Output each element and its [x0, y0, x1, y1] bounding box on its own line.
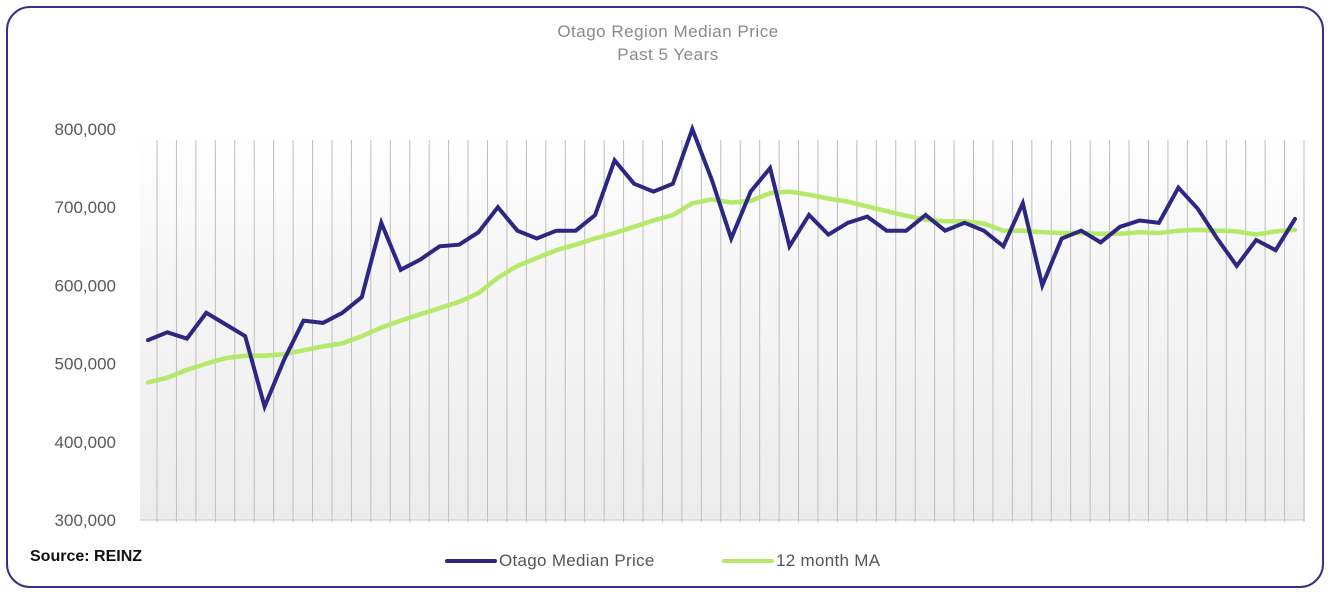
legend-label-ma: 12 month MA: [776, 551, 881, 570]
series-line-median-price: [146, 123, 1297, 413]
legend-label-median: Otago Median Price: [499, 551, 655, 570]
y-tick-label: 700,000: [55, 198, 116, 217]
series-line-12-month-ma: [145, 189, 1298, 385]
y-tick-label: 500,000: [55, 355, 116, 374]
y-tick-label: 300,000: [55, 511, 116, 530]
legend-item-median: Otago Median Price: [445, 549, 655, 573]
source-note: Source: REINZ: [30, 548, 143, 565]
legend-swatch-ma: [722, 559, 774, 563]
chart-title: Otago Region Median Price: [557, 22, 779, 41]
y-tick-label: 800,000: [55, 120, 116, 139]
legend-item-ma: 12 month MA: [722, 549, 880, 573]
y-tick-label: 600,000: [55, 276, 116, 295]
y-tick-label: 400,000: [55, 433, 116, 452]
plot-background: [140, 135, 1305, 520]
chart-subtitle: Past 5 Years: [617, 45, 719, 64]
legend-swatch-median: [445, 559, 497, 563]
